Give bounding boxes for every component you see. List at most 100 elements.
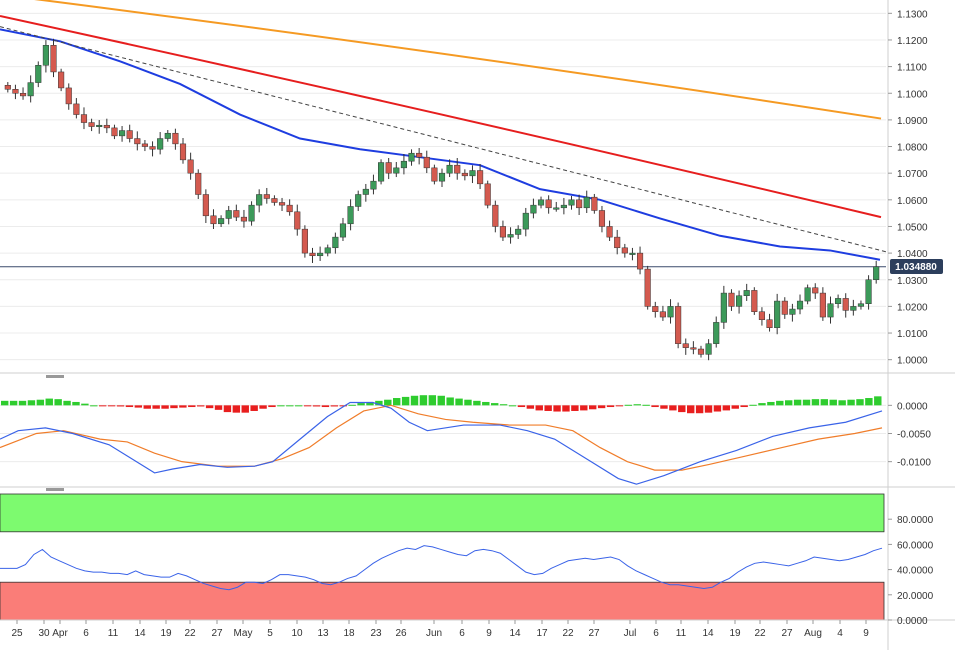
macd-hist-bar-negative <box>250 405 258 411</box>
x-tick-label: 18 <box>343 628 355 639</box>
candle-down <box>758 311 765 320</box>
macd-panel <box>0 395 883 485</box>
macd-hist-bar-positive <box>856 399 864 406</box>
candle-down <box>576 199 583 209</box>
macd-hist-bar-negative <box>99 405 107 407</box>
x-tick-label: 30 <box>38 628 50 639</box>
candle-down <box>652 306 659 312</box>
macd-hist-bar-negative <box>615 405 624 407</box>
macd-hist-bar-positive <box>36 399 45 406</box>
candle-down <box>19 93 27 97</box>
candle-up <box>119 130 126 137</box>
sma-mid-line <box>0 15 882 219</box>
macd-signal-line <box>0 404 883 471</box>
x-tick-label: 11 <box>108 628 119 639</box>
x-tick-label: May <box>234 628 253 639</box>
candle-down <box>728 292 735 307</box>
rsi-overbought-zone <box>0 493 885 533</box>
macd-hist-bar-positive <box>63 400 71 406</box>
candle-down <box>461 172 468 177</box>
candle-down <box>240 216 248 222</box>
candle-down <box>309 252 316 257</box>
macd-hist-bar-negative <box>535 405 543 411</box>
macd-hist-bar-negative <box>312 405 321 407</box>
macd-hist-bar-positive <box>348 404 356 406</box>
candle-down <box>80 114 88 123</box>
macd-hist-bar-positive <box>749 404 757 406</box>
grid-lines <box>0 12 886 463</box>
x-tick-label: 23 <box>370 628 382 639</box>
rsi-tick-label: 60.0000 <box>897 540 934 551</box>
macd-hist-bar-positive <box>499 404 508 406</box>
macd-hist-bar-positive <box>45 398 53 406</box>
candle-down <box>492 204 499 227</box>
macd-hist-bar-positive <box>401 396 410 406</box>
candle-up <box>515 228 522 235</box>
macd-hist-bar-negative <box>589 405 597 410</box>
macd-hist-bar-negative <box>170 405 178 409</box>
price-tick-label: 1.0500 <box>897 222 928 233</box>
candle-down <box>606 226 613 238</box>
macd-hist-bar-negative <box>526 405 535 409</box>
candle-down <box>172 132 179 145</box>
current-price-label: 1.034880 <box>895 262 937 273</box>
price-tick-label: 1.1200 <box>897 36 928 47</box>
candle-up <box>873 266 880 281</box>
macd-hist-bar-negative <box>740 405 748 408</box>
candle-up <box>560 204 567 209</box>
candle-up <box>736 295 743 307</box>
candle-down <box>286 204 293 213</box>
candle-up <box>720 292 727 323</box>
candle-down <box>278 202 286 206</box>
macd-hist-bar-positive <box>767 401 775 406</box>
macd-hist-bar-positive <box>375 400 383 406</box>
candle-down <box>202 194 209 217</box>
candle-up <box>35 65 42 83</box>
macd-hist-bar-positive <box>473 400 481 406</box>
candle-up <box>530 204 537 214</box>
candle-down <box>210 215 217 225</box>
x-tick-label: 6 <box>653 628 659 639</box>
current-price-tag-bg <box>890 259 943 274</box>
macd-tick-label: -0.0100 <box>897 458 931 469</box>
macd-hist-bar-negative <box>339 405 347 407</box>
candle-down <box>644 268 651 307</box>
macd-hist-bar-positive <box>295 405 303 407</box>
candle-up <box>667 306 674 318</box>
macd-hist-bar-positive <box>9 400 18 406</box>
macd-hist-bar-negative <box>223 405 232 413</box>
candle-up <box>324 247 331 254</box>
x-tick-label: 22 <box>184 628 196 639</box>
candle-down <box>621 247 628 254</box>
macd-hist-bar-negative <box>571 405 579 411</box>
candle-down <box>141 143 148 147</box>
macd-hist-bar-negative <box>143 405 151 409</box>
candle-down <box>423 156 430 169</box>
candle-up <box>705 343 712 355</box>
candle-down <box>12 89 19 94</box>
candle-down <box>195 172 202 195</box>
rsi-panel <box>0 493 885 621</box>
macd-hist-bar-positive <box>277 405 285 407</box>
macd-hist-bar-positive <box>18 400 27 406</box>
candle-down <box>179 143 187 161</box>
macd-hist-bar-positive <box>829 399 837 406</box>
sma-slow-line <box>34 0 882 120</box>
x-tick-label: 19 <box>160 628 172 639</box>
macd-hist-bar-positive <box>820 399 829 406</box>
macd-hist-bar-positive <box>642 404 650 406</box>
macd-hist-bar-negative <box>544 405 552 411</box>
macd-hist-bar-positive <box>847 399 855 406</box>
candle-down <box>149 146 156 150</box>
macd-hist-bar-negative <box>232 405 241 413</box>
macd-hist-bar-positive <box>874 396 882 406</box>
macd-hist-bar-positive <box>464 399 472 406</box>
price-tick-label: 1.0300 <box>897 276 928 287</box>
candle-down <box>766 319 773 328</box>
candle-up <box>804 287 811 302</box>
macd-hist-bar-positive <box>508 405 517 407</box>
price-tick-label: 1.0100 <box>897 329 928 340</box>
macd-hist-bar-negative <box>678 405 686 413</box>
candle-down <box>636 252 644 270</box>
